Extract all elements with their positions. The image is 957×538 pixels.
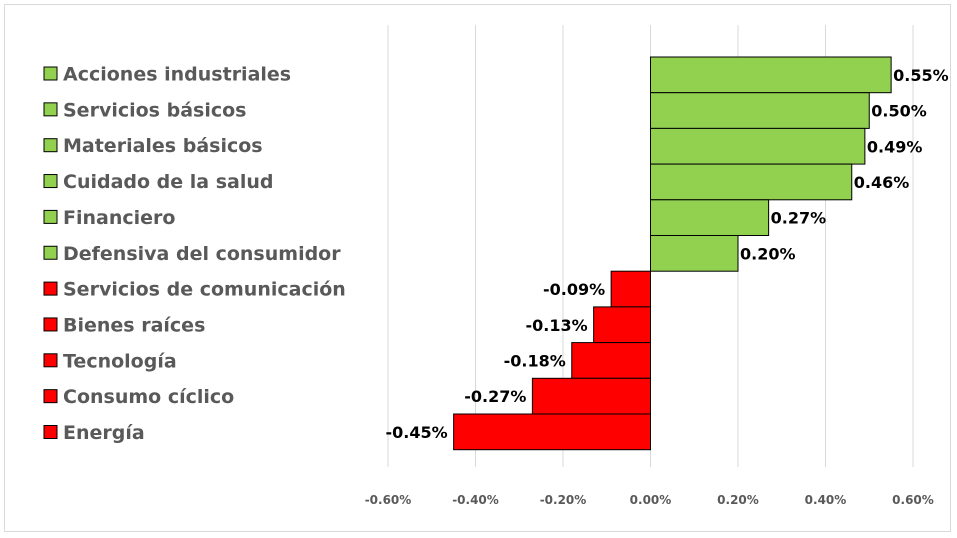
legend-entry: Materiales básicos: [63, 135, 263, 157]
legend-swatch: [43, 209, 58, 224]
data-label: 0.20%: [740, 244, 796, 263]
x-tick-label: 0.20%: [717, 493, 759, 507]
data-label: 0.50%: [871, 102, 927, 121]
legend: Acciones industriales Servicios básicos Ma…: [43, 64, 346, 444]
data-label: -0.27%: [464, 387, 526, 406]
bar: [650, 92, 870, 129]
legend-entry: Energía: [63, 422, 145, 444]
bar: [650, 199, 770, 237]
data-label: 0.46%: [854, 173, 910, 192]
legend-swatch: [43, 102, 58, 117]
value-labels: 0.55% 0.50% 0.49% 0.46% 0.27% 0.20% -0.09% -0.1…: [385, 66, 948, 442]
legend-entry: Servicios básicos: [63, 99, 246, 121]
data-label: 0.27%: [771, 209, 827, 228]
legend-entry: Defensiva del consumidor: [63, 243, 341, 265]
bar: [593, 306, 651, 344]
x-tick-label: 0.40%: [805, 493, 847, 507]
legend-swatch: [43, 66, 58, 81]
data-label: -0.18%: [504, 351, 566, 370]
legend-swatch: [43, 353, 58, 368]
legend-entry: Cuidado de la salud: [63, 171, 274, 193]
legend-entry: Tecnología: [63, 350, 177, 372]
bar: [650, 235, 739, 272]
bar: [453, 413, 651, 451]
data-label: 0.49%: [867, 137, 923, 156]
bar: [650, 127, 866, 165]
legend-swatch: [43, 245, 58, 260]
data-label: -0.45%: [385, 423, 447, 442]
legend-swatch: [43, 317, 58, 332]
data-label: -0.09%: [543, 280, 605, 299]
bar: [650, 163, 853, 201]
legend-entry: Servicios de comunicación: [63, 279, 346, 301]
bar: [650, 56, 892, 94]
legend-swatch: [43, 138, 58, 153]
x-tick-label: 0.60%: [892, 493, 934, 507]
legend-swatch: [43, 174, 58, 189]
bar: [571, 342, 651, 379]
x-tick-label: -0.60%: [365, 493, 412, 507]
data-label: -0.13%: [525, 316, 587, 335]
legend-swatch: [43, 389, 58, 404]
data-label: 0.55%: [893, 66, 949, 85]
legend-entry: Consumo cíclico: [63, 386, 234, 408]
bars: [453, 56, 892, 451]
legend-entry: Acciones industriales: [63, 64, 291, 86]
legend-swatch: [43, 425, 58, 439]
legend-entry: Financiero: [63, 207, 175, 229]
bar: [610, 270, 651, 308]
x-axis-tick-labels: -0.60% -0.40% -0.20% 0.00% 0.20% 0.40% 0.60%: [365, 493, 934, 507]
bar: [531, 377, 651, 415]
legend-swatch: [43, 281, 58, 296]
x-tick-label: 0.00%: [630, 493, 672, 507]
x-tick-label: -0.20%: [540, 493, 587, 507]
legend-entry: Bienes raíces: [63, 314, 205, 336]
x-tick-label: -0.40%: [452, 493, 499, 507]
